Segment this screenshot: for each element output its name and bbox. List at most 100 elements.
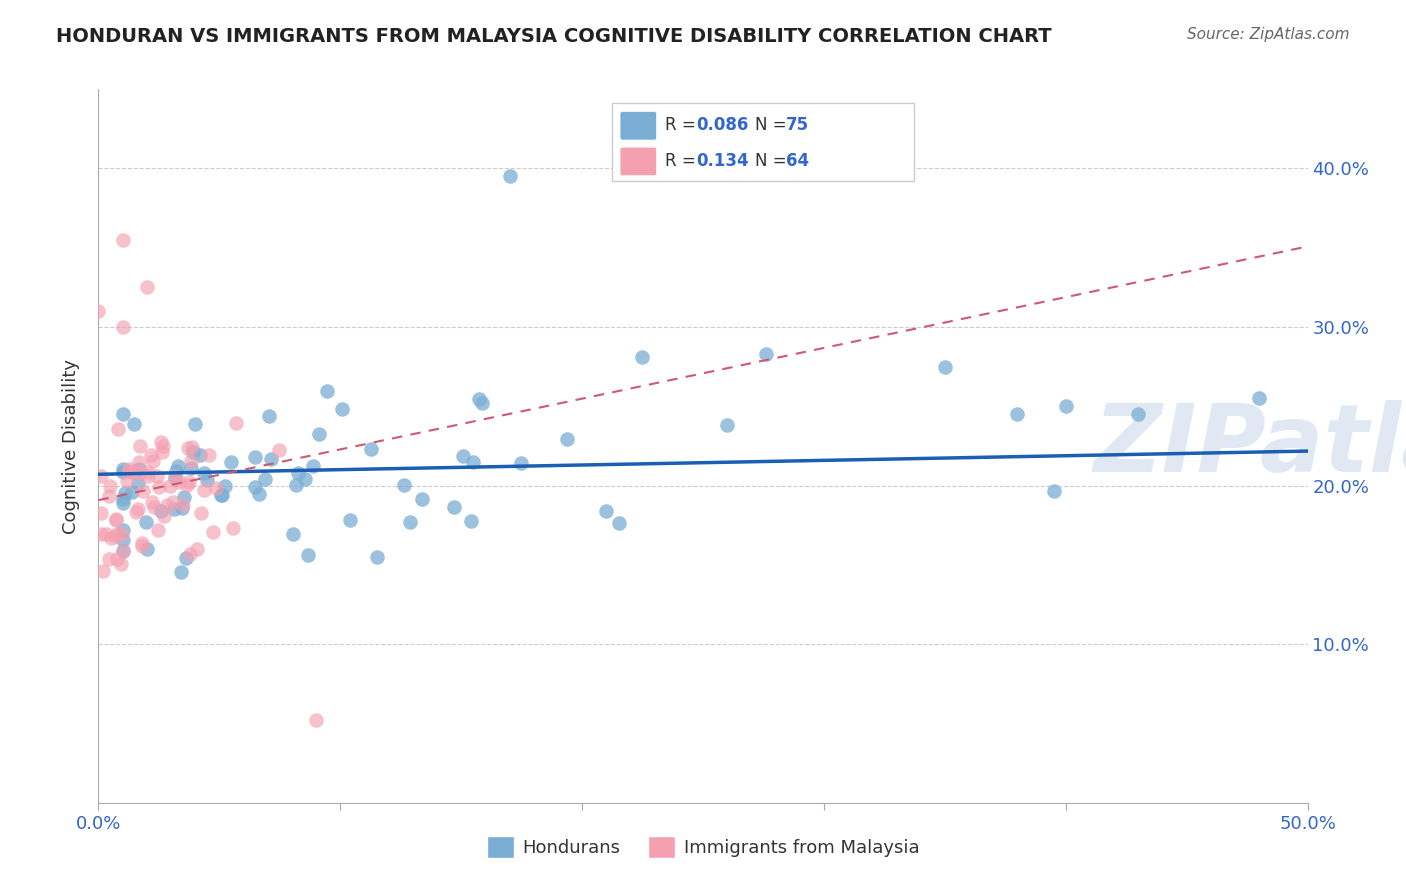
Point	[443, 500, 465, 514]
Point	[104, 529, 127, 543]
Point	[131, 483, 153, 498]
Y-axis label: Cognitive Disability: Cognitive Disability	[62, 359, 80, 533]
Point	[243, 450, 266, 464]
Point	[193, 483, 215, 498]
Point	[120, 464, 142, 478]
Point	[243, 481, 266, 495]
Point	[222, 521, 245, 535]
Text: 0.134: 0.134	[696, 152, 748, 169]
Point	[111, 233, 134, 247]
Point	[257, 409, 280, 424]
Point	[90, 469, 112, 483]
Point	[163, 471, 186, 485]
Point	[136, 468, 159, 483]
Point	[136, 465, 159, 479]
Point	[188, 448, 211, 462]
Point	[172, 498, 194, 512]
Text: HONDURAN VS IMMIGRANTS FROM MALAYSIA COGNITIVE DISABILITY CORRELATION CHART: HONDURAN VS IMMIGRANTS FROM MALAYSIA COG…	[56, 27, 1052, 45]
Point	[105, 527, 128, 541]
Point	[316, 384, 339, 398]
Point	[193, 466, 215, 480]
Text: N =: N =	[755, 152, 792, 169]
Point	[176, 477, 198, 491]
Point	[607, 516, 630, 531]
Point	[127, 501, 149, 516]
Point	[297, 548, 319, 562]
Point	[111, 544, 134, 558]
Point	[146, 468, 169, 483]
Point	[170, 565, 193, 579]
Point	[111, 407, 134, 421]
Point	[498, 169, 520, 184]
Point	[105, 512, 128, 526]
Point	[146, 523, 169, 537]
Point	[97, 551, 120, 566]
Point	[360, 442, 382, 456]
Point	[460, 514, 482, 528]
Point	[118, 462, 141, 476]
Point	[225, 416, 247, 430]
Point	[152, 439, 174, 453]
Point	[131, 536, 153, 550]
Point	[125, 505, 148, 519]
Point	[281, 527, 304, 541]
Point	[121, 465, 143, 479]
Point	[510, 456, 533, 470]
Point	[247, 486, 270, 500]
Point	[111, 465, 134, 479]
Text: 75: 75	[786, 116, 808, 134]
Point	[150, 444, 173, 458]
Point	[411, 492, 433, 507]
Point	[253, 472, 276, 486]
Point	[111, 320, 134, 334]
Point	[398, 515, 420, 529]
Point	[285, 478, 308, 492]
Point	[183, 417, 205, 431]
Point	[111, 524, 134, 538]
Point	[141, 494, 163, 508]
Point	[90, 527, 112, 541]
Point	[110, 558, 132, 572]
Point	[94, 527, 117, 541]
Point	[115, 474, 138, 488]
Point	[100, 531, 122, 545]
Text: 0.086: 0.086	[696, 116, 748, 134]
Point	[110, 527, 132, 541]
Point	[131, 539, 153, 553]
Point	[129, 439, 152, 453]
Point	[332, 401, 354, 416]
Point	[173, 490, 195, 504]
Point	[128, 462, 150, 476]
Point	[135, 541, 157, 556]
Point	[301, 458, 323, 473]
Point	[87, 304, 110, 318]
Point	[202, 525, 225, 540]
Point	[205, 481, 228, 495]
Point	[305, 714, 328, 728]
Point	[471, 395, 494, 409]
Point	[111, 496, 134, 510]
Point	[287, 466, 309, 480]
Text: R =: R =	[665, 152, 702, 169]
Point	[129, 466, 152, 480]
Point	[755, 347, 778, 361]
Point	[211, 488, 233, 502]
Point	[461, 455, 484, 469]
Point	[111, 544, 134, 558]
Point	[90, 507, 112, 521]
Point	[1007, 407, 1029, 421]
Point	[294, 472, 316, 486]
Point	[111, 533, 134, 548]
Point	[595, 503, 617, 517]
Point	[167, 475, 190, 490]
Point	[135, 280, 157, 294]
Point	[148, 481, 170, 495]
Point	[934, 359, 956, 374]
Point	[1054, 400, 1077, 414]
Point	[127, 475, 149, 490]
Point	[180, 461, 202, 475]
Point	[451, 449, 474, 463]
Point	[716, 417, 738, 432]
Point	[269, 442, 291, 457]
Point	[190, 506, 212, 520]
